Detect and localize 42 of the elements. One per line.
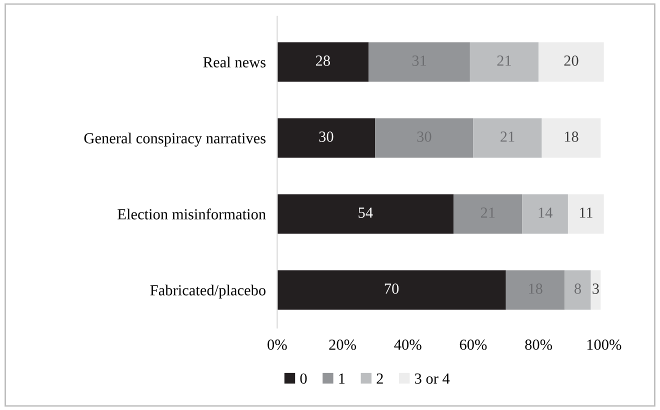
data-label: 30 [319, 132, 334, 142]
legend-label: 1 [339, 374, 345, 384]
data-label: 18 [564, 132, 578, 142]
bar [375, 118, 474, 158]
x-tick-label: 80% [525, 340, 552, 350]
data-label: 21 [497, 56, 511, 66]
bar [564, 270, 591, 310]
bar [522, 194, 568, 234]
data-label: 14 [538, 208, 552, 218]
legend-label: 2 [376, 373, 383, 384]
data-label: 3 [592, 284, 599, 294]
data-label: 28 [316, 56, 330, 66]
y-tick-label: Fabricated/placebo [150, 284, 266, 299]
bar [277, 194, 454, 234]
bar [506, 270, 565, 310]
data-label: 70 [384, 284, 399, 294]
data-label: 20 [564, 56, 578, 66]
legend-label: 0 [300, 373, 307, 384]
bar [368, 42, 470, 82]
y-tick-label: Real news [203, 56, 266, 68]
bar [590, 270, 601, 310]
bar [538, 42, 604, 82]
x-tick-label: 100% [587, 340, 622, 350]
x-tick-label: 60% [460, 340, 487, 350]
x-tick-label: 40% [394, 340, 422, 350]
x-tick-label: 20% [329, 340, 356, 350]
y-tick-label: Election misinformation [118, 208, 266, 220]
y-tick-label: General conspiracy narratives [84, 132, 266, 147]
data-label: 11 [580, 208, 592, 218]
data-label: 8 [574, 284, 581, 294]
x-tick-label: 0% [268, 340, 287, 350]
bar [568, 194, 604, 234]
bar [277, 118, 376, 158]
legend-label: 3 or 4 [415, 373, 450, 384]
bar [277, 42, 369, 82]
bar [277, 270, 506, 310]
bar [454, 194, 522, 234]
data-label: 21 [500, 132, 514, 142]
bar [473, 118, 542, 158]
bar [542, 118, 601, 158]
data-label: 54 [358, 208, 373, 218]
bar [470, 42, 539, 82]
